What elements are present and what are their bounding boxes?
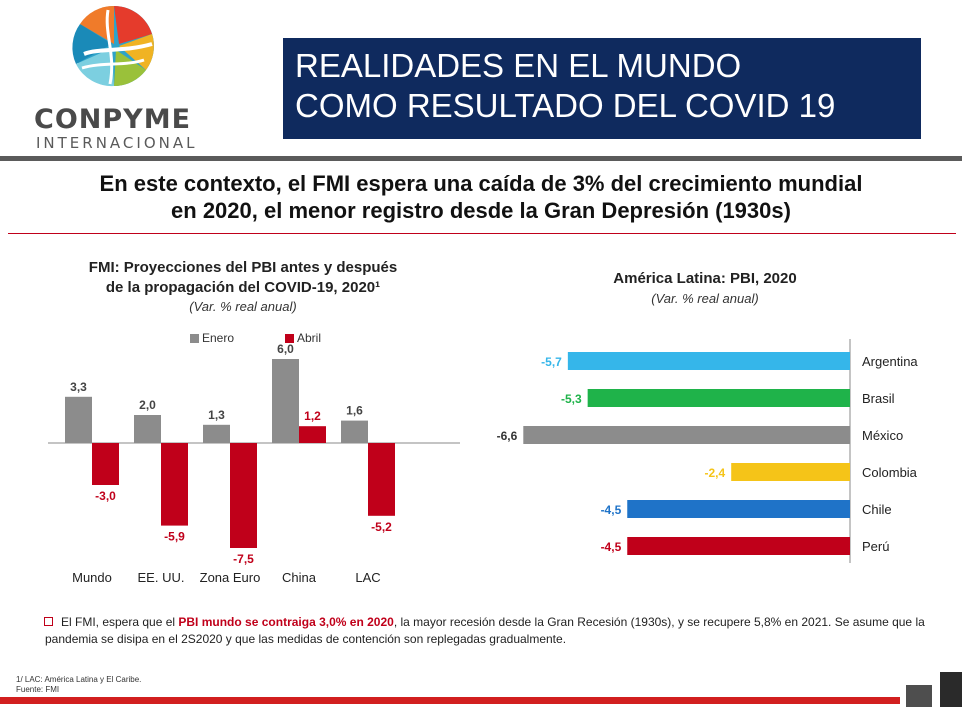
data-label-abril: -7,5	[233, 552, 254, 566]
bar-enero	[341, 420, 368, 443]
note-bullet	[44, 617, 53, 626]
category-label: Chile	[862, 502, 892, 517]
title-banner: REALIDADES EN EL MUNDO COMO RESULTADO DE…	[283, 38, 921, 139]
headline-divider	[8, 233, 956, 234]
right-chart-title: América Latina: PBI, 2020	[613, 270, 797, 287]
bar-enero	[134, 415, 161, 443]
data-label-abril: -3,0	[95, 489, 116, 503]
data-label-abril: 1,2	[304, 409, 321, 423]
bar-abril	[230, 443, 257, 548]
bar-abril	[161, 443, 188, 526]
category-label: Colombia	[862, 465, 918, 480]
bar-méxico	[523, 426, 850, 444]
right-chart-subtitle: (Var. % real anual)	[651, 291, 759, 306]
headline-line-2: en 2020, el menor registro desde la Gran…	[171, 198, 791, 223]
bar-chile	[627, 500, 850, 518]
left-chart-title-line-1: FMI: Proyecciones del PBI antes y despué…	[88, 259, 398, 276]
data-label: -2,4	[705, 466, 726, 480]
bar-abril	[299, 426, 326, 443]
footer-square-light	[906, 685, 932, 707]
brand-name: CONPYME	[34, 104, 192, 135]
data-label: -4,5	[601, 540, 622, 554]
data-label-enero: 6,0	[277, 342, 294, 356]
bar-argentina	[567, 352, 850, 370]
gdp-projection-chart: Enero Abril 3,3 -3,0 Mundo 2,0 -5,9 EE. UU. 1,3 -…	[48, 331, 460, 585]
legend-swatch-abril	[285, 334, 294, 343]
category-label: Argentina	[862, 354, 918, 369]
data-label-abril: -5,2	[371, 520, 392, 534]
headline-line-1: En este contexto, el FMI espera una caíd…	[99, 171, 863, 196]
left-chart-subtitle: (Var. % real anual)	[189, 299, 297, 314]
banner-line-2: COMO RESULTADO DEL COVID 19	[295, 87, 836, 124]
data-label: -5,3	[561, 392, 582, 406]
category-label: EE. UU.	[138, 570, 185, 585]
banner-line-1: REALIDADES EN EL MUNDO	[295, 47, 742, 84]
category-label: Mundo	[72, 570, 112, 585]
footnote-lac: 1/ LAC: América Latina y El Caribe.	[16, 675, 142, 684]
category-label: Zona Euro	[200, 570, 261, 585]
bar-colombia	[731, 463, 850, 481]
left-chart-title-line-2: de la propagación del COVID-19, 2020¹	[105, 279, 381, 296]
note-post: , la mayor recesión desde la Gran Recesi…	[45, 615, 925, 646]
legend-label-enero: Enero	[202, 331, 234, 345]
data-label: -5,7	[541, 355, 562, 369]
conpyme-logo	[72, 5, 154, 87]
data-label-abril: -5,9	[164, 530, 185, 544]
bar-perú	[627, 537, 850, 555]
note-text: El FMI, espera que el PBI mundo se contr…	[45, 614, 955, 648]
bar-enero	[272, 359, 299, 443]
bar-enero	[65, 396, 92, 443]
category-label: China	[282, 570, 317, 585]
brand-subtitle: INTERNACIONAL	[36, 134, 198, 152]
data-label-enero: 3,3	[70, 380, 87, 394]
bar-abril	[92, 443, 119, 485]
data-label-enero: 1,3	[208, 408, 225, 422]
footer-red-bar	[0, 697, 900, 704]
data-label: -6,6	[497, 429, 518, 443]
category-label: LAC	[355, 570, 380, 585]
footer-square-dark	[940, 672, 962, 707]
note-highlight: PBI mundo se contraiga 3,0% en 2020	[178, 615, 394, 629]
legend-label-abril: Abril	[297, 331, 321, 345]
category-label: México	[862, 428, 903, 443]
bar-enero	[203, 424, 230, 443]
latam-gdp-chart: -5,7 Argentina -5,3 Brasil -6,6 México -2,4 Col…	[497, 339, 918, 563]
header-divider	[0, 156, 962, 161]
slide-headline: En este contexto, el FMI espera una caíd…	[0, 170, 962, 224]
data-label: -4,5	[601, 503, 622, 517]
left-chart-title: FMI: Proyecciones del PBI antes y despué…	[48, 258, 438, 298]
bar-brasil	[587, 389, 850, 407]
bar-abril	[368, 443, 395, 516]
data-label-enero: 1,6	[346, 404, 363, 418]
data-label-enero: 2,0	[139, 398, 156, 412]
footnote-source: Fuente: FMI	[16, 685, 60, 694]
legend-swatch-enero	[190, 334, 199, 343]
category-label: Perú	[862, 539, 889, 554]
note-pre: El FMI, espera que el	[61, 615, 179, 629]
category-label: Brasil	[862, 391, 895, 406]
